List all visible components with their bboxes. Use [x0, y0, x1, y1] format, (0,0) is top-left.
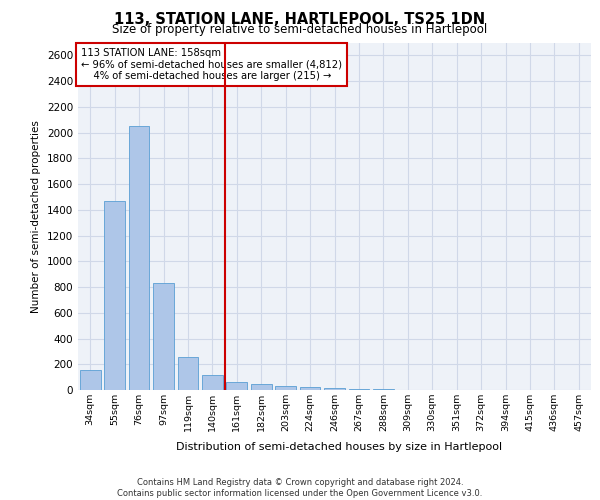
Y-axis label: Number of semi-detached properties: Number of semi-detached properties	[31, 120, 41, 312]
Bar	[299, 388, 320, 390]
Bar	[153, 283, 174, 390]
Bar	[80, 370, 101, 390]
Bar	[128, 126, 149, 390]
Bar	[275, 386, 296, 390]
Bar	[324, 388, 345, 390]
Bar	[349, 388, 370, 390]
Bar	[251, 384, 272, 390]
Bar	[226, 382, 247, 390]
Text: Size of property relative to semi-detached houses in Hartlepool: Size of property relative to semi-detach…	[112, 22, 488, 36]
Text: 113 STATION LANE: 158sqm
← 96% of semi-detached houses are smaller (4,812)
    4: 113 STATION LANE: 158sqm ← 96% of semi-d…	[80, 48, 341, 81]
Text: 113, STATION LANE, HARTLEPOOL, TS25 1DN: 113, STATION LANE, HARTLEPOOL, TS25 1DN	[115, 12, 485, 28]
Bar	[178, 357, 199, 390]
Bar	[104, 201, 125, 390]
Text: Distribution of semi-detached houses by size in Hartlepool: Distribution of semi-detached houses by …	[176, 442, 502, 452]
Bar	[202, 374, 223, 390]
Text: Contains HM Land Registry data © Crown copyright and database right 2024.
Contai: Contains HM Land Registry data © Crown c…	[118, 478, 482, 498]
